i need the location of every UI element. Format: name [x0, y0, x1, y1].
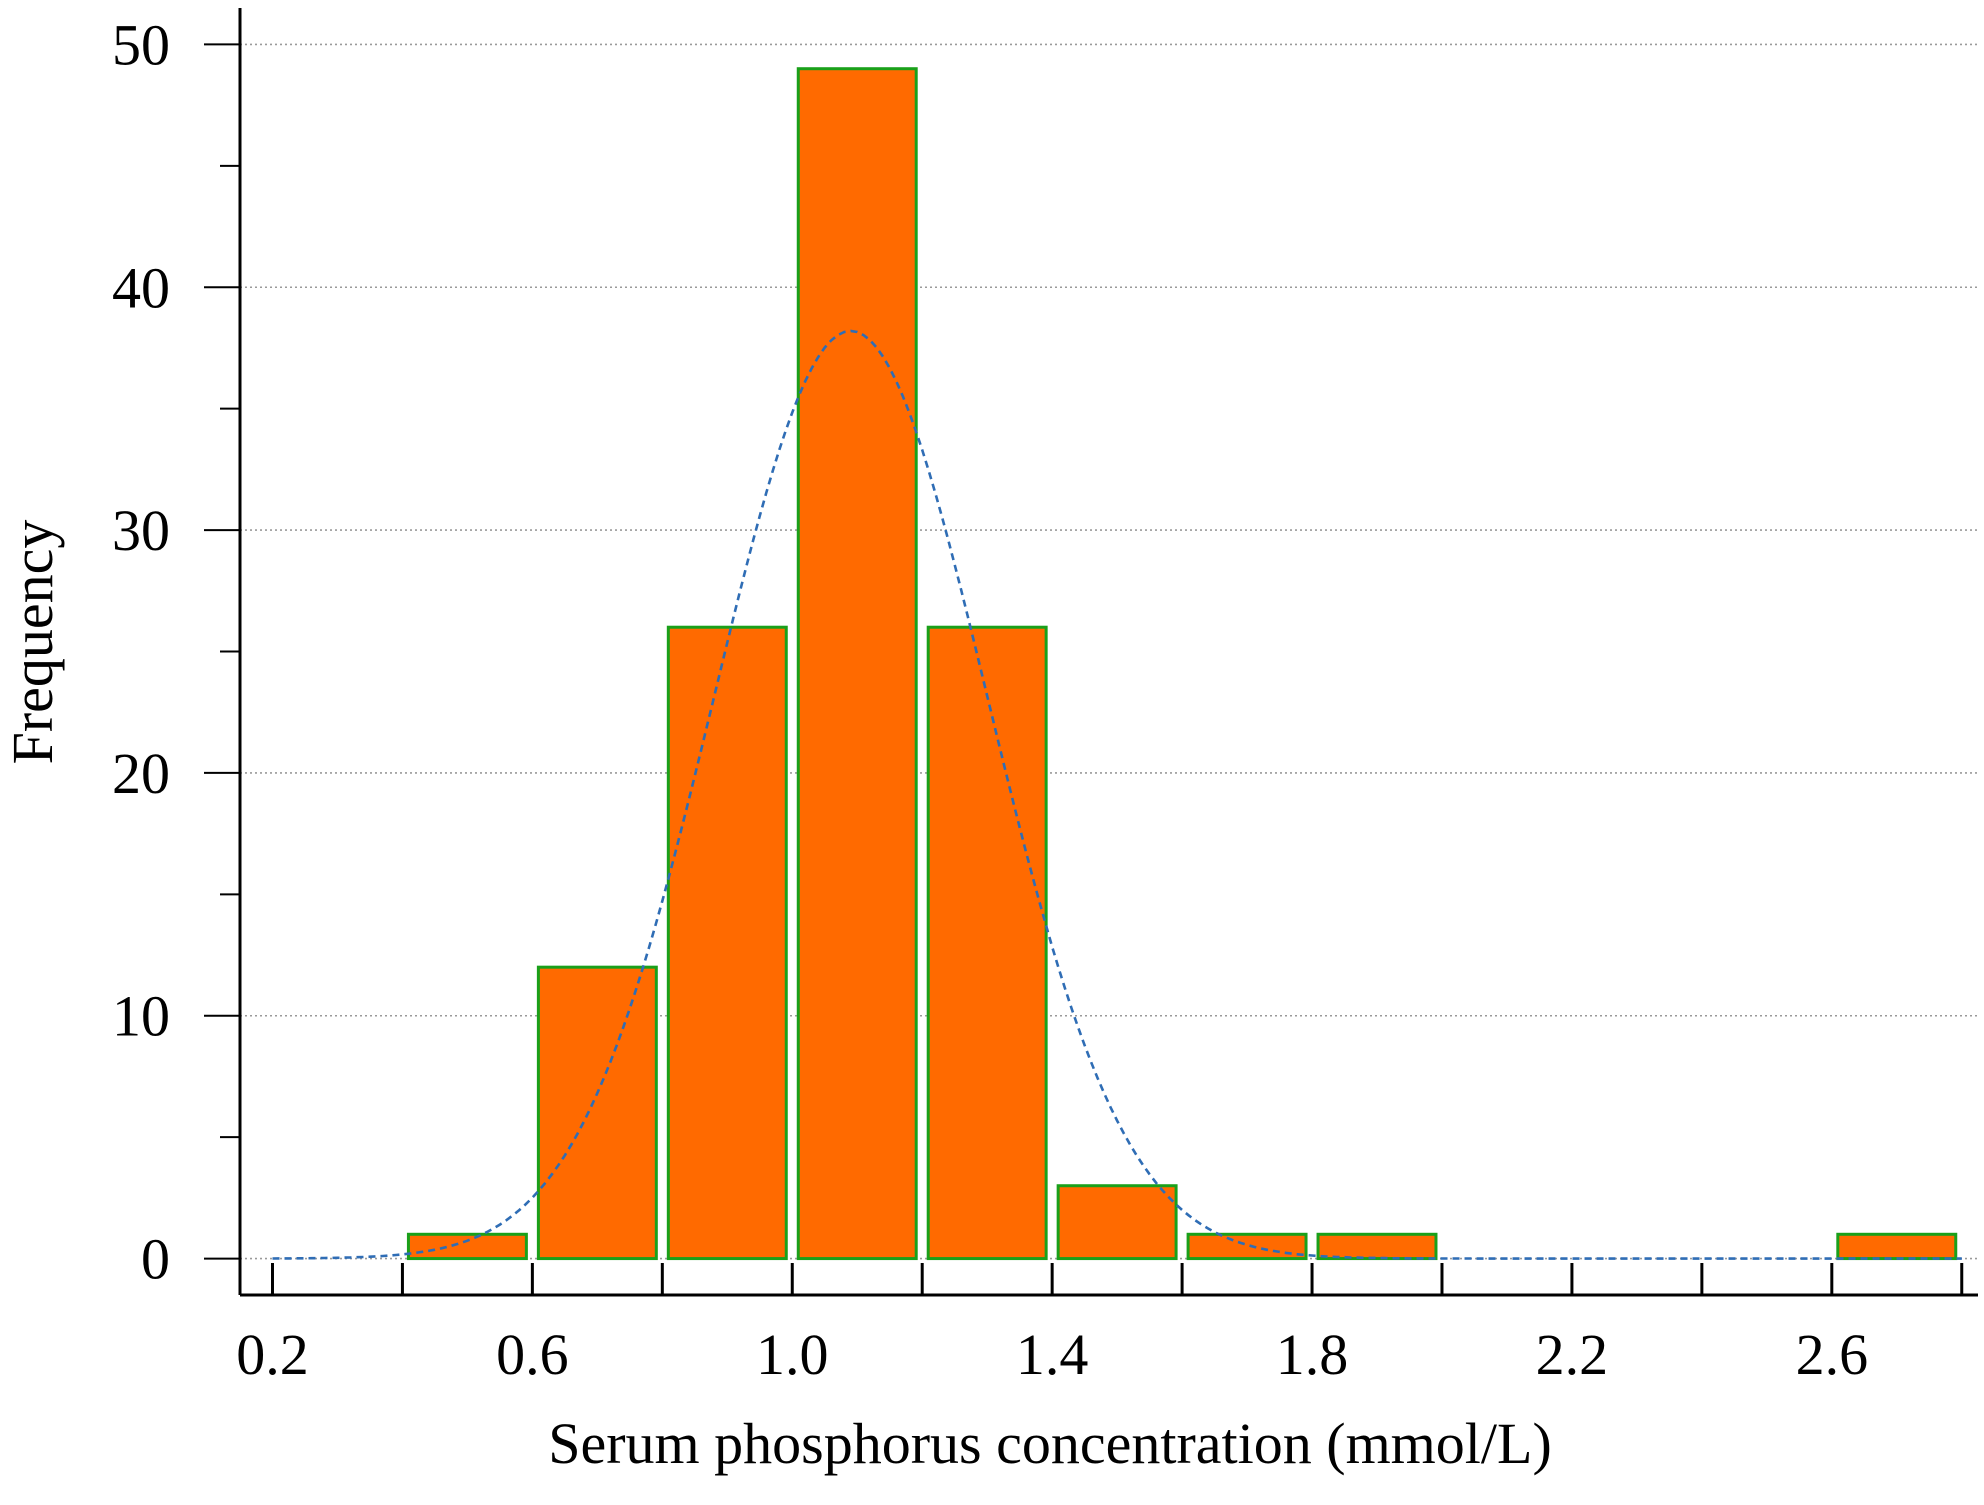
grid-lines [240, 43, 1978, 1260]
y-tick-label: 0 [141, 1227, 170, 1292]
x-tick-label: 0.2 [236, 1322, 309, 1387]
normal-curve-layer [272, 329, 1962, 1260]
histogram-bar [1316, 1232, 1438, 1261]
x-tick-label: 0.6 [496, 1322, 569, 1387]
histogram-bar [536, 965, 658, 1261]
tick-labels: 0 10 20 30 40 50 0.2 0.6 1.0 1.4 1.8 2.2 2.6 [112, 12, 1868, 1387]
x-tick-label: 2.2 [1536, 1322, 1609, 1387]
histogram-bar [1836, 1232, 1958, 1261]
histogram-bars [406, 67, 1958, 1261]
histogram-bar [406, 1232, 528, 1261]
x-tick-label: 1.8 [1276, 1322, 1349, 1387]
histogram-bar [666, 625, 788, 1261]
y-tick-label: 50 [112, 12, 170, 77]
y-tick-label: 40 [112, 255, 170, 320]
histogram-bar [796, 67, 918, 1261]
y-tick-label: 10 [112, 984, 170, 1049]
histogram-bar [926, 625, 1048, 1261]
y-tick-label: 30 [112, 498, 170, 563]
x-tick-label: 2.6 [1796, 1322, 1869, 1387]
x-axis-title: Serum phosphorus concentration (mmol/L) [548, 1411, 1552, 1476]
histogram-bar [1186, 1232, 1308, 1261]
histogram-bar [1056, 1184, 1178, 1261]
x-tick-label: 1.0 [756, 1322, 829, 1387]
normal-curve [272, 329, 1962, 1260]
y-axis-title: Frequency [0, 520, 65, 765]
y-tick-label: 20 [112, 741, 170, 806]
axes [204, 8, 1978, 1297]
x-tick-label: 1.4 [1016, 1322, 1089, 1387]
